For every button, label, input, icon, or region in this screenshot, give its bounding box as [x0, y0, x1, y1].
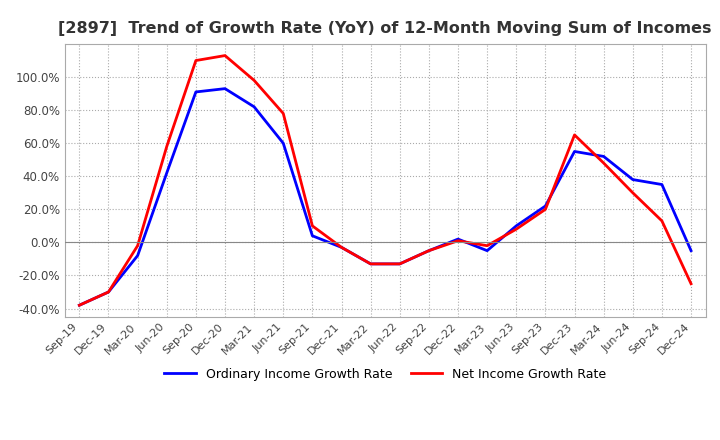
Net Income Growth Rate [104, 290, 113, 295]
Net Income Growth Rate [687, 281, 696, 286]
Ordinary Income Growth Rate [425, 248, 433, 253]
Ordinary Income Growth Rate [395, 261, 404, 267]
Ordinary Income Growth Rate [629, 177, 637, 182]
Net Income Growth Rate [75, 303, 84, 308]
Line: Ordinary Income Growth Rate: Ordinary Income Growth Rate [79, 88, 691, 305]
Net Income Growth Rate [250, 78, 258, 83]
Ordinary Income Growth Rate [366, 261, 375, 267]
Net Income Growth Rate [308, 223, 317, 228]
Net Income Growth Rate [279, 111, 287, 116]
Net Income Growth Rate [454, 238, 462, 243]
Ordinary Income Growth Rate [133, 253, 142, 258]
Net Income Growth Rate [192, 58, 200, 63]
Net Income Growth Rate [220, 53, 229, 58]
Ordinary Income Growth Rate [75, 303, 84, 308]
Ordinary Income Growth Rate [570, 149, 579, 154]
Ordinary Income Growth Rate [687, 248, 696, 253]
Net Income Growth Rate [541, 207, 550, 212]
Ordinary Income Growth Rate [104, 290, 113, 295]
Net Income Growth Rate [133, 243, 142, 248]
Net Income Growth Rate [599, 161, 608, 166]
Net Income Growth Rate [570, 132, 579, 138]
Ordinary Income Growth Rate [512, 223, 521, 228]
Ordinary Income Growth Rate [163, 170, 171, 176]
Ordinary Income Growth Rate [483, 248, 492, 253]
Ordinary Income Growth Rate [220, 86, 229, 91]
Net Income Growth Rate [657, 218, 666, 224]
Net Income Growth Rate [425, 248, 433, 253]
Net Income Growth Rate [395, 261, 404, 267]
Ordinary Income Growth Rate [192, 89, 200, 95]
Ordinary Income Growth Rate [657, 182, 666, 187]
Net Income Growth Rate [337, 245, 346, 250]
Net Income Growth Rate [163, 144, 171, 149]
Ordinary Income Growth Rate [308, 233, 317, 238]
Legend: Ordinary Income Growth Rate, Net Income Growth Rate: Ordinary Income Growth Rate, Net Income … [159, 362, 611, 387]
Ordinary Income Growth Rate [337, 245, 346, 250]
Net Income Growth Rate [483, 243, 492, 248]
Ordinary Income Growth Rate [279, 140, 287, 146]
Title: [2897]  Trend of Growth Rate (YoY) of 12-Month Moving Sum of Incomes: [2897] Trend of Growth Rate (YoY) of 12-… [58, 21, 712, 36]
Ordinary Income Growth Rate [454, 236, 462, 242]
Net Income Growth Rate [366, 261, 375, 267]
Ordinary Income Growth Rate [541, 203, 550, 209]
Net Income Growth Rate [512, 227, 521, 232]
Line: Net Income Growth Rate: Net Income Growth Rate [79, 55, 691, 305]
Ordinary Income Growth Rate [250, 104, 258, 110]
Ordinary Income Growth Rate [599, 154, 608, 159]
Net Income Growth Rate [629, 190, 637, 195]
